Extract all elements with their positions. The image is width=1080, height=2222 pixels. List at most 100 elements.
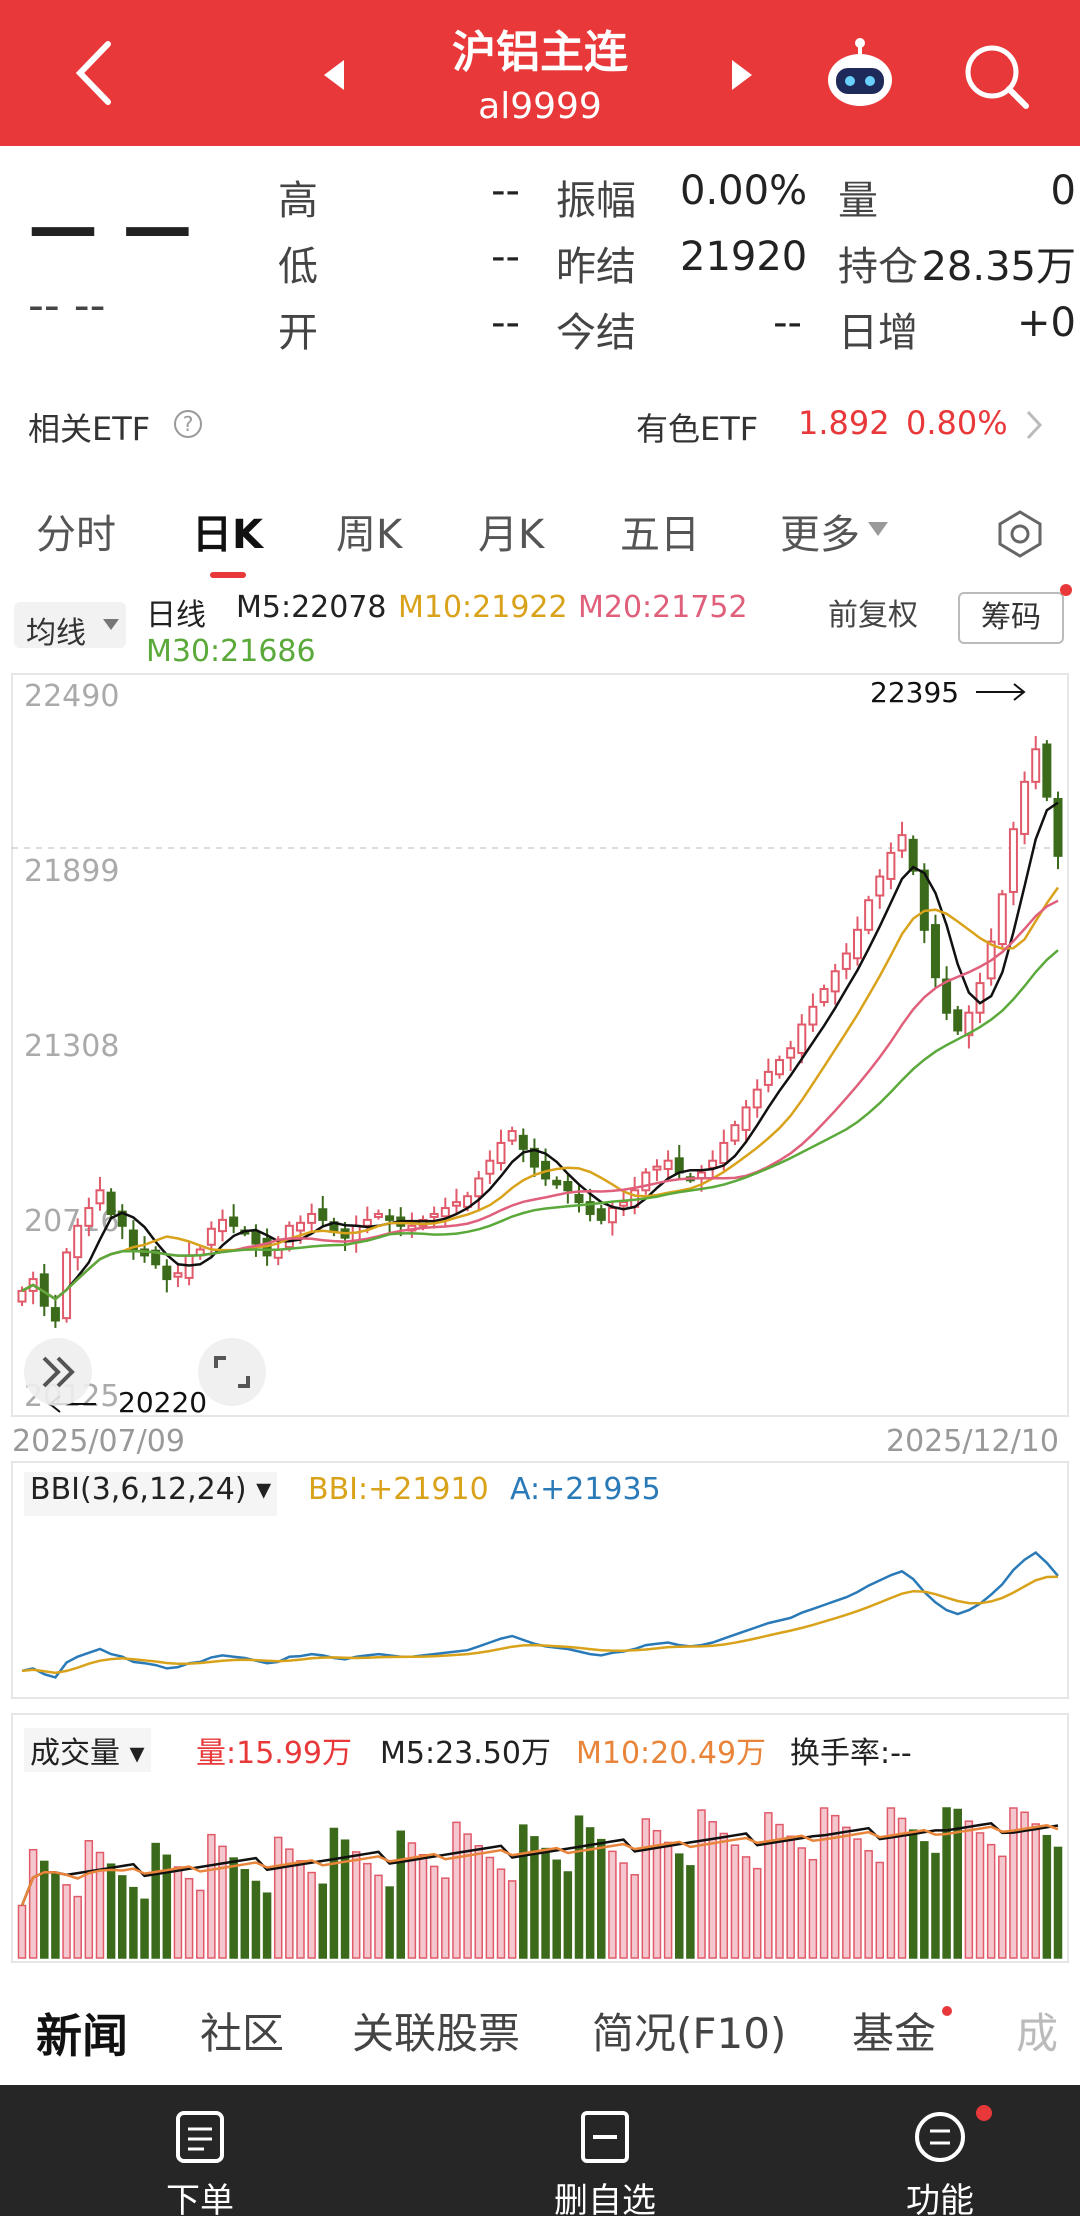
bbi-a-line	[21, 1551, 1059, 1679]
candle-body	[206, 1227, 216, 1246]
kline-chart[interactable]: 2249021899213082071620125 22395 20220	[0, 672, 1080, 1422]
tab-news[interactable]: 新闻	[36, 2009, 128, 2063]
robot-assistant-icon[interactable]	[822, 36, 898, 112]
volume-bar	[942, 1807, 951, 1959]
volume-bar	[608, 1850, 617, 1959]
candle-body	[173, 1272, 183, 1278]
volume-bar	[40, 1860, 49, 1959]
ma-lines	[21, 801, 1060, 1301]
open-interest-label: 持仓	[838, 244, 918, 290]
tab-community[interactable]: 社区	[200, 2009, 285, 2058]
chips-button[interactable]: 筹码	[958, 592, 1064, 644]
tab-intraday[interactable]: 分时	[36, 512, 116, 558]
bbi-value: BBI:+21910	[308, 1472, 489, 1507]
tab-funds[interactable]: 基金	[852, 2009, 937, 2058]
tab-related-stocks[interactable]: 关联股票	[352, 2009, 521, 2058]
candle-body	[619, 1201, 629, 1207]
volume-m10: M10:20.49万	[576, 1736, 767, 1771]
volume-bar	[830, 1814, 840, 1959]
info-icon[interactable]: ?	[172, 408, 204, 440]
volume-bar	[129, 1886, 138, 1959]
candle-body	[607, 1207, 617, 1224]
bbi-line	[21, 1575, 1059, 1675]
tab-monthly-k[interactable]: 月K	[478, 512, 545, 558]
prev-settle-value: 21920	[680, 234, 808, 280]
volume-bar	[875, 1861, 885, 1959]
tab-more-partial[interactable]: 成	[1016, 2009, 1059, 2058]
high-value: --	[491, 168, 520, 214]
candle-body	[307, 1212, 317, 1224]
back-icon[interactable]	[70, 38, 120, 108]
expand-left-icon[interactable]	[24, 1338, 92, 1406]
tab-five-day[interactable]: 五日	[620, 512, 700, 558]
high-arrow-head	[1013, 683, 1026, 701]
candle-body	[552, 1179, 562, 1186]
fullscreen-icon[interactable]	[198, 1338, 266, 1406]
candle-body	[964, 1011, 974, 1037]
candle-body	[485, 1159, 495, 1175]
candle-body	[919, 869, 929, 931]
order-button[interactable]: 下单	[140, 2085, 260, 2221]
volume-bar	[597, 1838, 606, 1959]
candle-body	[563, 1181, 573, 1192]
prev-contract-icon[interactable]	[322, 58, 346, 92]
tab-more[interactable]: 更多	[780, 512, 860, 558]
volume-bar	[296, 1860, 305, 1959]
indicator-selector[interactable]: 均线	[14, 602, 126, 651]
candle-body	[775, 1059, 785, 1076]
function-label: 功能	[906, 2181, 974, 2221]
adjust-mode-button[interactable]: 前复权	[828, 598, 918, 633]
volume-bar	[485, 1856, 495, 1959]
volume-bar	[351, 1851, 361, 1959]
function-button[interactable]: 功能	[880, 2085, 1000, 2221]
volume-bar	[663, 1841, 673, 1959]
candle-body	[596, 1208, 606, 1221]
contract-code: al9999	[478, 86, 602, 127]
low-label: 低	[278, 244, 318, 290]
search-icon[interactable]	[962, 42, 1032, 112]
last-price: — —	[28, 186, 193, 268]
volume-bar	[697, 1809, 706, 1959]
candle-body	[663, 1159, 673, 1170]
date-end: 2025/12/10	[886, 1424, 1059, 1459]
function-dot	[976, 2105, 992, 2121]
volume-bar	[775, 1823, 784, 1959]
volume-bar	[474, 1845, 483, 1959]
volume-bar	[84, 1840, 94, 1959]
tab-weekly-k[interactable]: 周K	[336, 512, 403, 558]
volume-bar	[674, 1853, 684, 1959]
volume-bar	[374, 1874, 383, 1959]
volume-bar	[764, 1812, 773, 1959]
tab-profile-f10[interactable]: 简况(F10)	[592, 2009, 787, 2058]
volume-value: 量:15.99万	[196, 1736, 352, 1771]
tab-daily-k[interactable]: 日K	[192, 512, 263, 558]
volume-bar	[1042, 1834, 1052, 1959]
date-start: 2025/07/09	[12, 1424, 185, 1459]
ma20-value: M20:21752	[578, 590, 748, 625]
candle-body	[930, 924, 940, 979]
volume-bar	[708, 1821, 717, 1959]
volume-bar	[630, 1874, 639, 1959]
related-etf-row[interactable]: 相关ETF ? 有色ETF 1.892 0.80%	[0, 390, 1080, 460]
next-contract-icon[interactable]	[730, 58, 754, 92]
daily-increase-label: 日增	[838, 310, 918, 356]
volume-bar	[173, 1866, 183, 1959]
volume-bar	[920, 1841, 929, 1959]
volume-bar	[864, 1850, 873, 1959]
volume-bar	[140, 1898, 149, 1959]
volume-bar	[285, 1848, 294, 1959]
svg-text:?: ?	[183, 412, 194, 436]
volume-bar	[273, 1836, 283, 1959]
volume-bar	[95, 1851, 105, 1959]
bbi-selector[interactable]: BBI(3,6,12,24) ▾	[24, 1472, 278, 1516]
volume-bar	[106, 1863, 116, 1959]
settings-icon[interactable]	[994, 508, 1046, 560]
volume-bar	[418, 1853, 428, 1959]
volume-selector[interactable]: 成交量 ▾	[24, 1728, 151, 1772]
candle-body	[84, 1207, 94, 1227]
volume-bar	[853, 1838, 862, 1959]
candle-body	[786, 1047, 796, 1059]
volume-bar	[240, 1869, 250, 1959]
remove-watchlist-button[interactable]: 删自选	[540, 2085, 670, 2221]
remove-watchlist-label: 删自选	[554, 2181, 656, 2221]
